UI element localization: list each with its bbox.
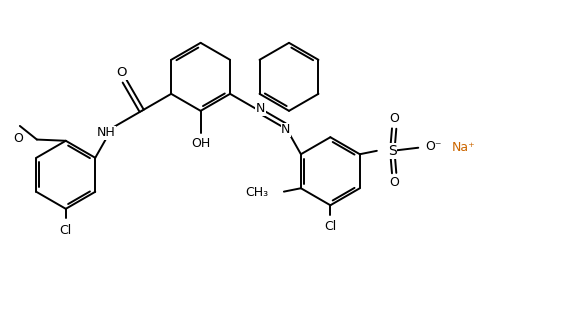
Text: N: N	[281, 123, 291, 136]
Text: O: O	[13, 132, 23, 145]
Text: O: O	[389, 112, 399, 125]
Text: O: O	[116, 66, 127, 79]
Text: CH₃: CH₃	[245, 186, 268, 199]
Text: S: S	[388, 144, 397, 158]
Text: NH: NH	[97, 126, 116, 139]
Text: Cl: Cl	[324, 220, 336, 233]
Text: N: N	[256, 102, 265, 115]
Text: Cl: Cl	[60, 224, 72, 237]
Text: Na⁺: Na⁺	[451, 141, 475, 154]
Text: O: O	[389, 177, 399, 189]
Text: OH: OH	[191, 137, 210, 150]
Text: O⁻: O⁻	[425, 140, 442, 153]
